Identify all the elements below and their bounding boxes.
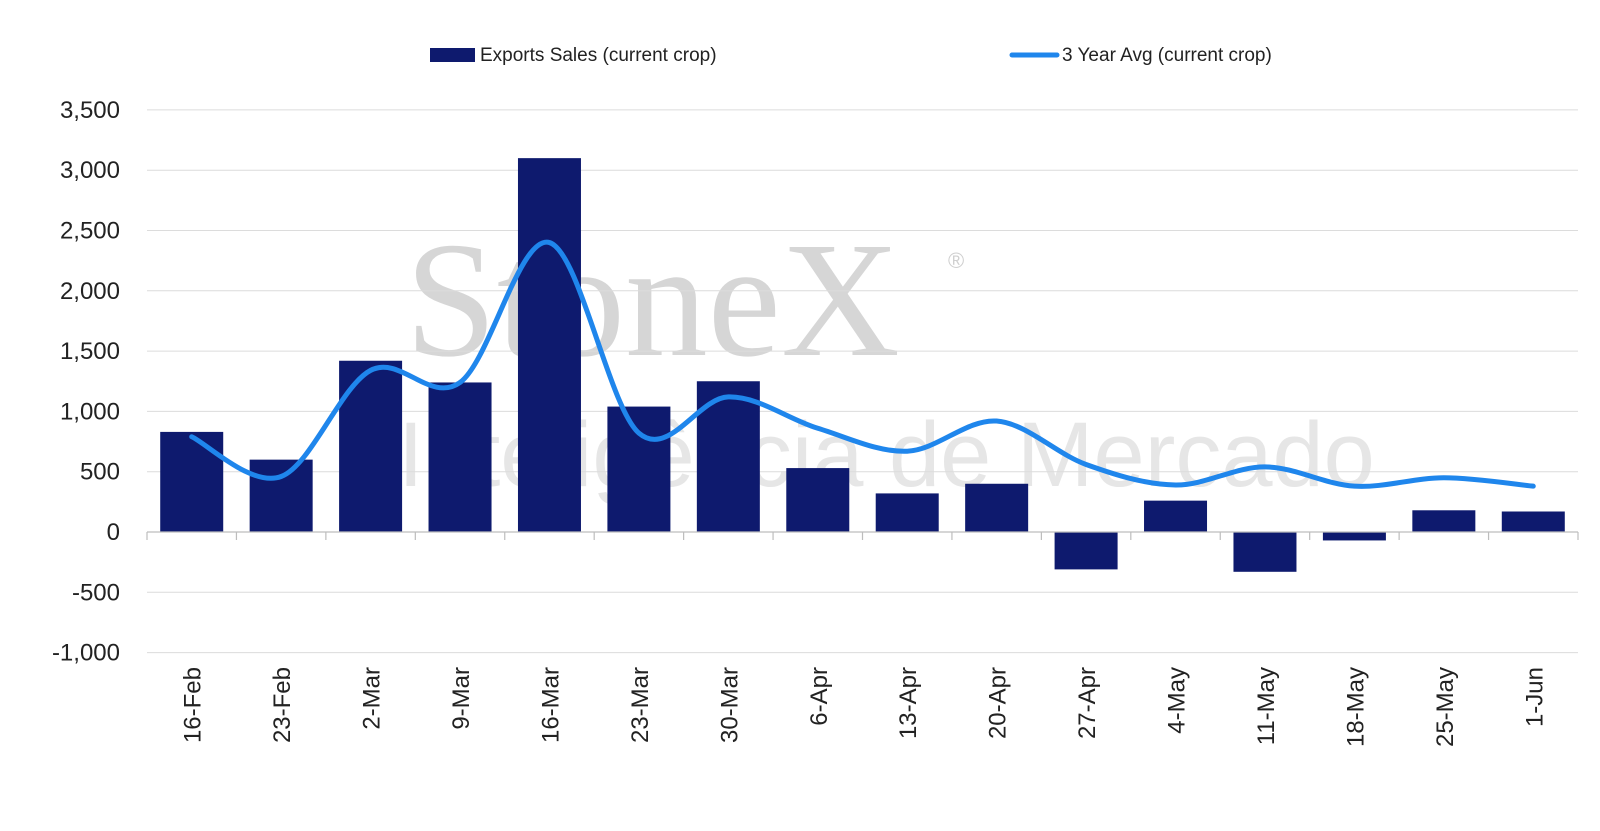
x-tick-label: 18-May — [1342, 667, 1369, 747]
y-tick-label: 2,000 — [60, 278, 120, 305]
bar-11-may — [1233, 532, 1297, 572]
legend-label-three-year-avg: 3 Year Avg (current crop) — [1062, 45, 1272, 66]
bar-16-mar — [517, 158, 581, 532]
legend: Exports Sales (current crop) 3 Year Avg … — [430, 45, 1272, 66]
y-tick-label: -1,000 — [52, 640, 120, 667]
bar-1-jun — [1501, 511, 1565, 532]
bar-16-feb — [160, 431, 224, 532]
x-tick-label: 16-Feb — [180, 667, 207, 743]
bar-18-may — [1322, 532, 1386, 541]
bar-25-may — [1412, 510, 1476, 532]
x-tick-label: 25-May — [1432, 667, 1459, 747]
y-tick-label: 1,000 — [60, 398, 120, 425]
bar-27-apr — [1054, 532, 1118, 570]
x-tick-label: 4-May — [1164, 667, 1191, 734]
bar-6-apr — [786, 468, 850, 532]
y-tick-label: 3,000 — [60, 157, 120, 184]
bar-13-apr — [875, 493, 939, 532]
x-tick-label: 23-Feb — [269, 667, 296, 743]
y-tick-label: 3,500 — [60, 97, 120, 124]
x-tick-label: 11-May — [1253, 667, 1280, 745]
x-tick-label: 6-Apr — [806, 667, 833, 726]
x-tick-label: 23-Mar — [627, 667, 654, 743]
y-tick-label: -500 — [72, 579, 120, 606]
x-tick-label: 30-Mar — [716, 667, 743, 743]
x-tick-label: 20-Apr — [985, 667, 1012, 739]
bar-23-mar — [607, 406, 671, 532]
bar-4-may — [1144, 500, 1208, 532]
watermark-brand: StoneX — [405, 208, 900, 391]
bar-9-mar — [428, 382, 492, 532]
y-tick-label: 500 — [80, 459, 120, 486]
watermark-registered-mark: ® — [948, 248, 964, 273]
bar-20-apr — [965, 483, 1029, 532]
line-three-year-avg — [189, 240, 1536, 489]
x-axis: 16-Feb 23-Feb 2-Mar 9-Mar 16-Mar 23-Mar 30-Mar… — [146, 531, 1579, 747]
legend-swatch-exports-sales — [430, 48, 475, 62]
y-tick-label: 0 — [107, 519, 120, 546]
x-tick-label: 16-Mar — [537, 667, 564, 743]
bar-2-mar — [339, 360, 403, 532]
x-tick-label: 1-Jun — [1521, 667, 1548, 727]
bar-23-feb — [249, 459, 313, 532]
y-axis: -1,000 -500 0 500 1,000 1,500 2,000 2,500 3,000 3… — [52, 97, 120, 667]
legend-label-exports-sales: Exports Sales (current crop) — [480, 45, 717, 66]
x-tick-label: 2-Mar — [359, 667, 386, 730]
y-tick-label: 2,500 — [60, 218, 120, 245]
y-tick-label: 1,500 — [60, 338, 120, 365]
x-tick-label: 27-Apr — [1074, 667, 1101, 739]
x-tick-label: 9-Mar — [448, 667, 475, 730]
line-series — [189, 240, 1536, 489]
x-tick-label: 13-Apr — [895, 667, 922, 739]
